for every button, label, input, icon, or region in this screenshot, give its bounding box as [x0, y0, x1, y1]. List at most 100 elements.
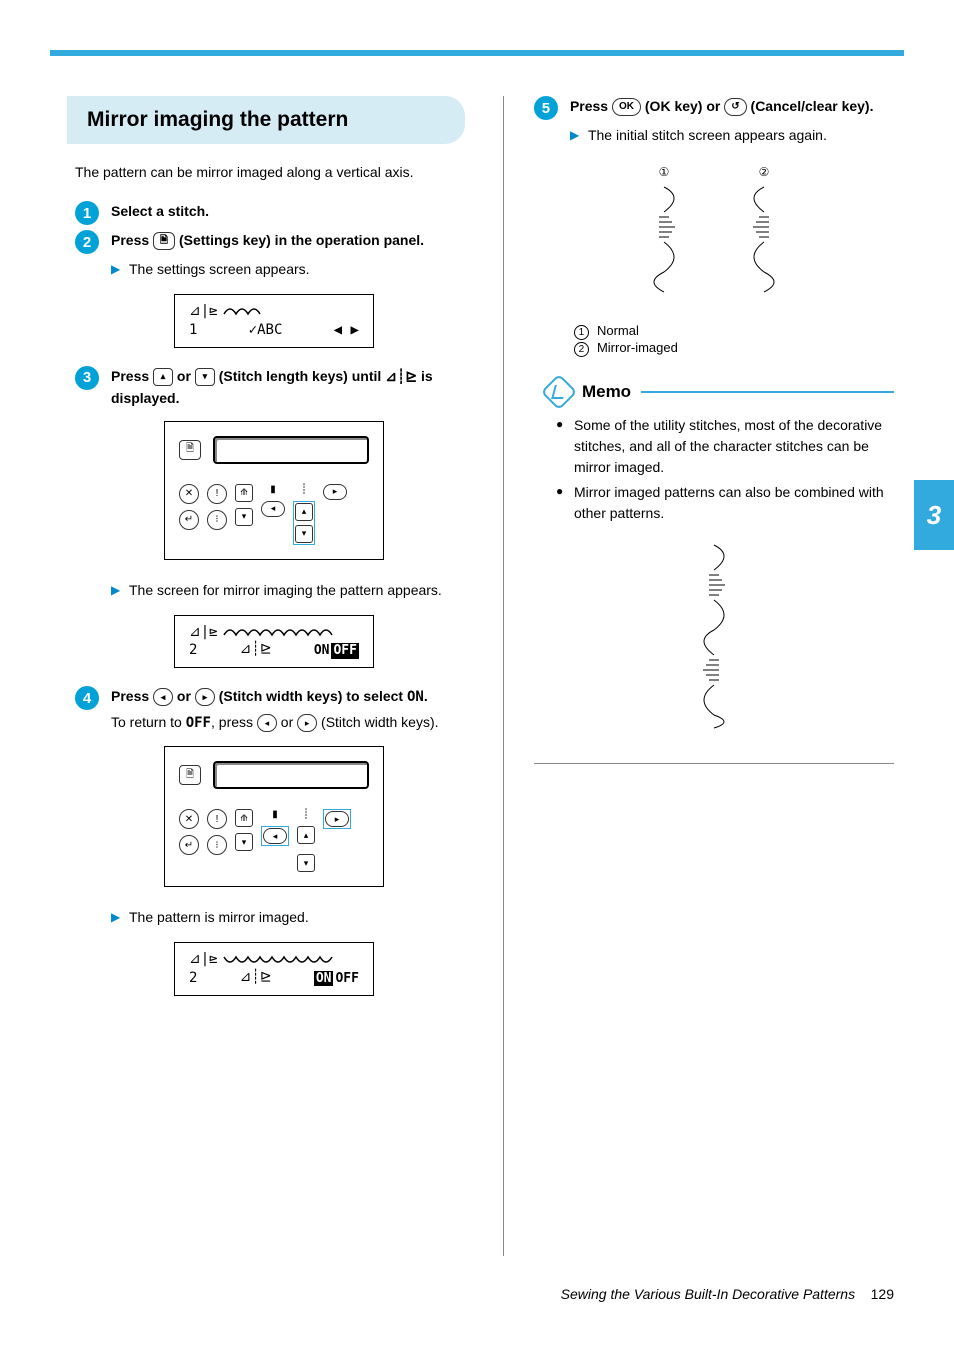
- down-key-icon: ▾: [235, 508, 253, 526]
- highlighted-keys: ▴ ▾: [293, 501, 315, 545]
- panel-bottom-row: ✕ ↵ ! ⁝ ⟰ ▾ ▮ ◂ ┊ ▴: [179, 484, 369, 545]
- screen-row: ⊿|⊵: [189, 303, 359, 320]
- right-column: 5 Press OK (OK key) or ↺ (Cancel/clear k…: [534, 96, 894, 1256]
- step-3: 3 Press ▴ or ▾ (Stitch length keys) unti…: [75, 366, 473, 409]
- right-key-icon: ▸: [323, 484, 347, 500]
- step-4-text: Press ◂ or ▸ (Stitch width keys) to sele…: [111, 686, 473, 708]
- section-header: Mirror imaging the pattern: [67, 96, 465, 144]
- settings-key-icon: 🗎: [179, 440, 201, 460]
- length-icon: ┊: [297, 809, 315, 820]
- text-fragment: To return to: [111, 714, 186, 730]
- screen-row: 2 ⊿┊⊵ ON OFF: [189, 642, 359, 659]
- pattern-comparison-figure: ① ②: [534, 162, 894, 307]
- wave-pattern-icon: [222, 304, 262, 318]
- column-divider: [503, 96, 504, 1256]
- panel-lcd: [213, 436, 369, 464]
- wave-pattern-icon: [222, 625, 342, 639]
- callout-2: 2 Mirror-imaged: [534, 340, 894, 357]
- screen-row: ⊿|⊵: [189, 624, 359, 641]
- panel-button-icon: ⟰: [235, 484, 253, 502]
- pattern-svg: ① ②: [614, 162, 814, 302]
- text-fragment: (Cancel/clear key).: [747, 98, 874, 114]
- left-key-icon: ◂: [153, 688, 173, 706]
- panel-button-icon: ⁝: [207, 835, 227, 855]
- memo-icon: [541, 374, 578, 411]
- up-key-icon: ▴: [297, 826, 315, 844]
- off-label: OFF: [335, 971, 358, 987]
- mirror-symbol-icon: ⊿┊⊵: [240, 970, 272, 987]
- screen-row: 1 ✓ABC ◀ ▶: [189, 322, 359, 339]
- panel-bottom-row: ✕ ↵ ! ⁝ ⟰ ▾ ▮ ◂ ┊: [179, 809, 369, 872]
- cancel-key-icon: ↺: [724, 98, 746, 116]
- screen-index: 2: [189, 642, 197, 659]
- chapter-tab: 3: [914, 480, 954, 550]
- screen-row: 2 ⊿┊⊵ ON OFF: [189, 970, 359, 987]
- step-1: 1 Select a stitch.: [75, 201, 473, 222]
- up-key-icon: ▴: [295, 503, 313, 521]
- mirror-icon: ⊿|⊵: [189, 624, 218, 641]
- panel-button-icon: ✕: [179, 809, 199, 829]
- left-key-icon: ◂: [261, 501, 285, 517]
- svg-text:①: ①: [659, 165, 670, 179]
- text-fragment: , press: [211, 714, 257, 730]
- step-5-result: The initial stitch screen appears again.: [534, 125, 894, 146]
- callout-number: 2: [574, 342, 589, 357]
- panel-button-icon: ↵: [179, 510, 199, 530]
- text-fragment: or: [173, 688, 195, 704]
- callout-label: Mirror-imaged: [597, 340, 678, 355]
- settings-key-icon: 🗎: [153, 232, 175, 250]
- step-4-result: The pattern is mirror imaged.: [75, 907, 473, 928]
- step-2: 2 Press 🗎 (Settings key) in the operatio…: [75, 230, 473, 251]
- text-fragment: Press: [111, 232, 153, 248]
- up-key-icon: ▴: [153, 368, 173, 386]
- section-end-rule: [534, 763, 894, 764]
- step-2-result: The settings screen appears.: [75, 259, 473, 280]
- page-footer: Sewing the Various Built-In Decorative P…: [0, 1276, 954, 1332]
- screen-index: 2: [189, 970, 197, 987]
- mirror-symbol-icon: ⊿┊⊵: [240, 642, 272, 659]
- page-content: Mirror imaging the pattern The pattern c…: [0, 56, 954, 1276]
- on-label-selected: ON: [314, 971, 334, 987]
- screen-index: 1: [189, 322, 197, 339]
- highlighted-right-key: ▸: [323, 809, 351, 829]
- step-1-text: Select a stitch.: [111, 201, 473, 222]
- panel-top-row: 🗎: [179, 761, 369, 789]
- panel-button-icon: ↵: [179, 835, 199, 855]
- text-fragment: .: [424, 688, 428, 704]
- settings-key-icon: 🗎: [179, 765, 201, 785]
- step-2-text: Press 🗎 (Settings key) in the operation …: [111, 230, 473, 251]
- step-number: 4: [75, 686, 99, 710]
- combined-pattern-figure: [534, 540, 894, 735]
- memo-item: Mirror imaged patterns can also be combi…: [556, 482, 894, 524]
- section-title: Mirror imaging the pattern: [87, 108, 445, 132]
- step-number: 1: [75, 201, 99, 225]
- mirror-symbol-icon: ⊿┊⊵: [385, 370, 417, 385]
- text-fragment: or: [173, 368, 195, 384]
- memo-underline: [641, 391, 894, 393]
- off-value: OFF: [186, 715, 211, 731]
- text-fragment: Press: [111, 688, 153, 704]
- length-icon: ┊: [293, 484, 315, 495]
- callout-label: Normal: [597, 323, 639, 338]
- step-5-text: Press OK (OK key) or ↺ (Cancel/clear key…: [570, 96, 894, 117]
- down-key-icon: ▾: [235, 833, 253, 851]
- step-number: 2: [75, 230, 99, 254]
- text-fragment: or: [277, 714, 297, 730]
- width-icon: ▮: [261, 809, 289, 820]
- callout-number: 1: [574, 325, 589, 340]
- step-5: 5 Press OK (OK key) or ↺ (Cancel/clear k…: [534, 96, 894, 117]
- down-key-icon: ▾: [295, 525, 313, 543]
- text-fragment: (OK key) or: [641, 98, 724, 114]
- on-value: ON: [407, 689, 424, 705]
- panel-button-icon: ✕: [179, 484, 199, 504]
- lcd-screen-3: ⊿|⊵ 2 ⊿┊⊵ ON OFF: [174, 942, 374, 996]
- width-icon: ▮: [261, 484, 285, 495]
- panel-button-icon: ⟰: [235, 809, 253, 827]
- nav-arrows-icon: ◀ ▶: [334, 322, 359, 339]
- footer-title: Sewing the Various Built-In Decorative P…: [561, 1286, 855, 1302]
- operation-panel-1: 🗎 ✕ ↵ ! ⁝ ⟰ ▾ ▮ ◂: [164, 421, 384, 560]
- on-off-toggle: ON OFF: [314, 971, 359, 987]
- ok-key-icon: OK: [612, 98, 641, 116]
- page-number: 129: [871, 1286, 894, 1302]
- panel-top-row: 🗎: [179, 436, 369, 464]
